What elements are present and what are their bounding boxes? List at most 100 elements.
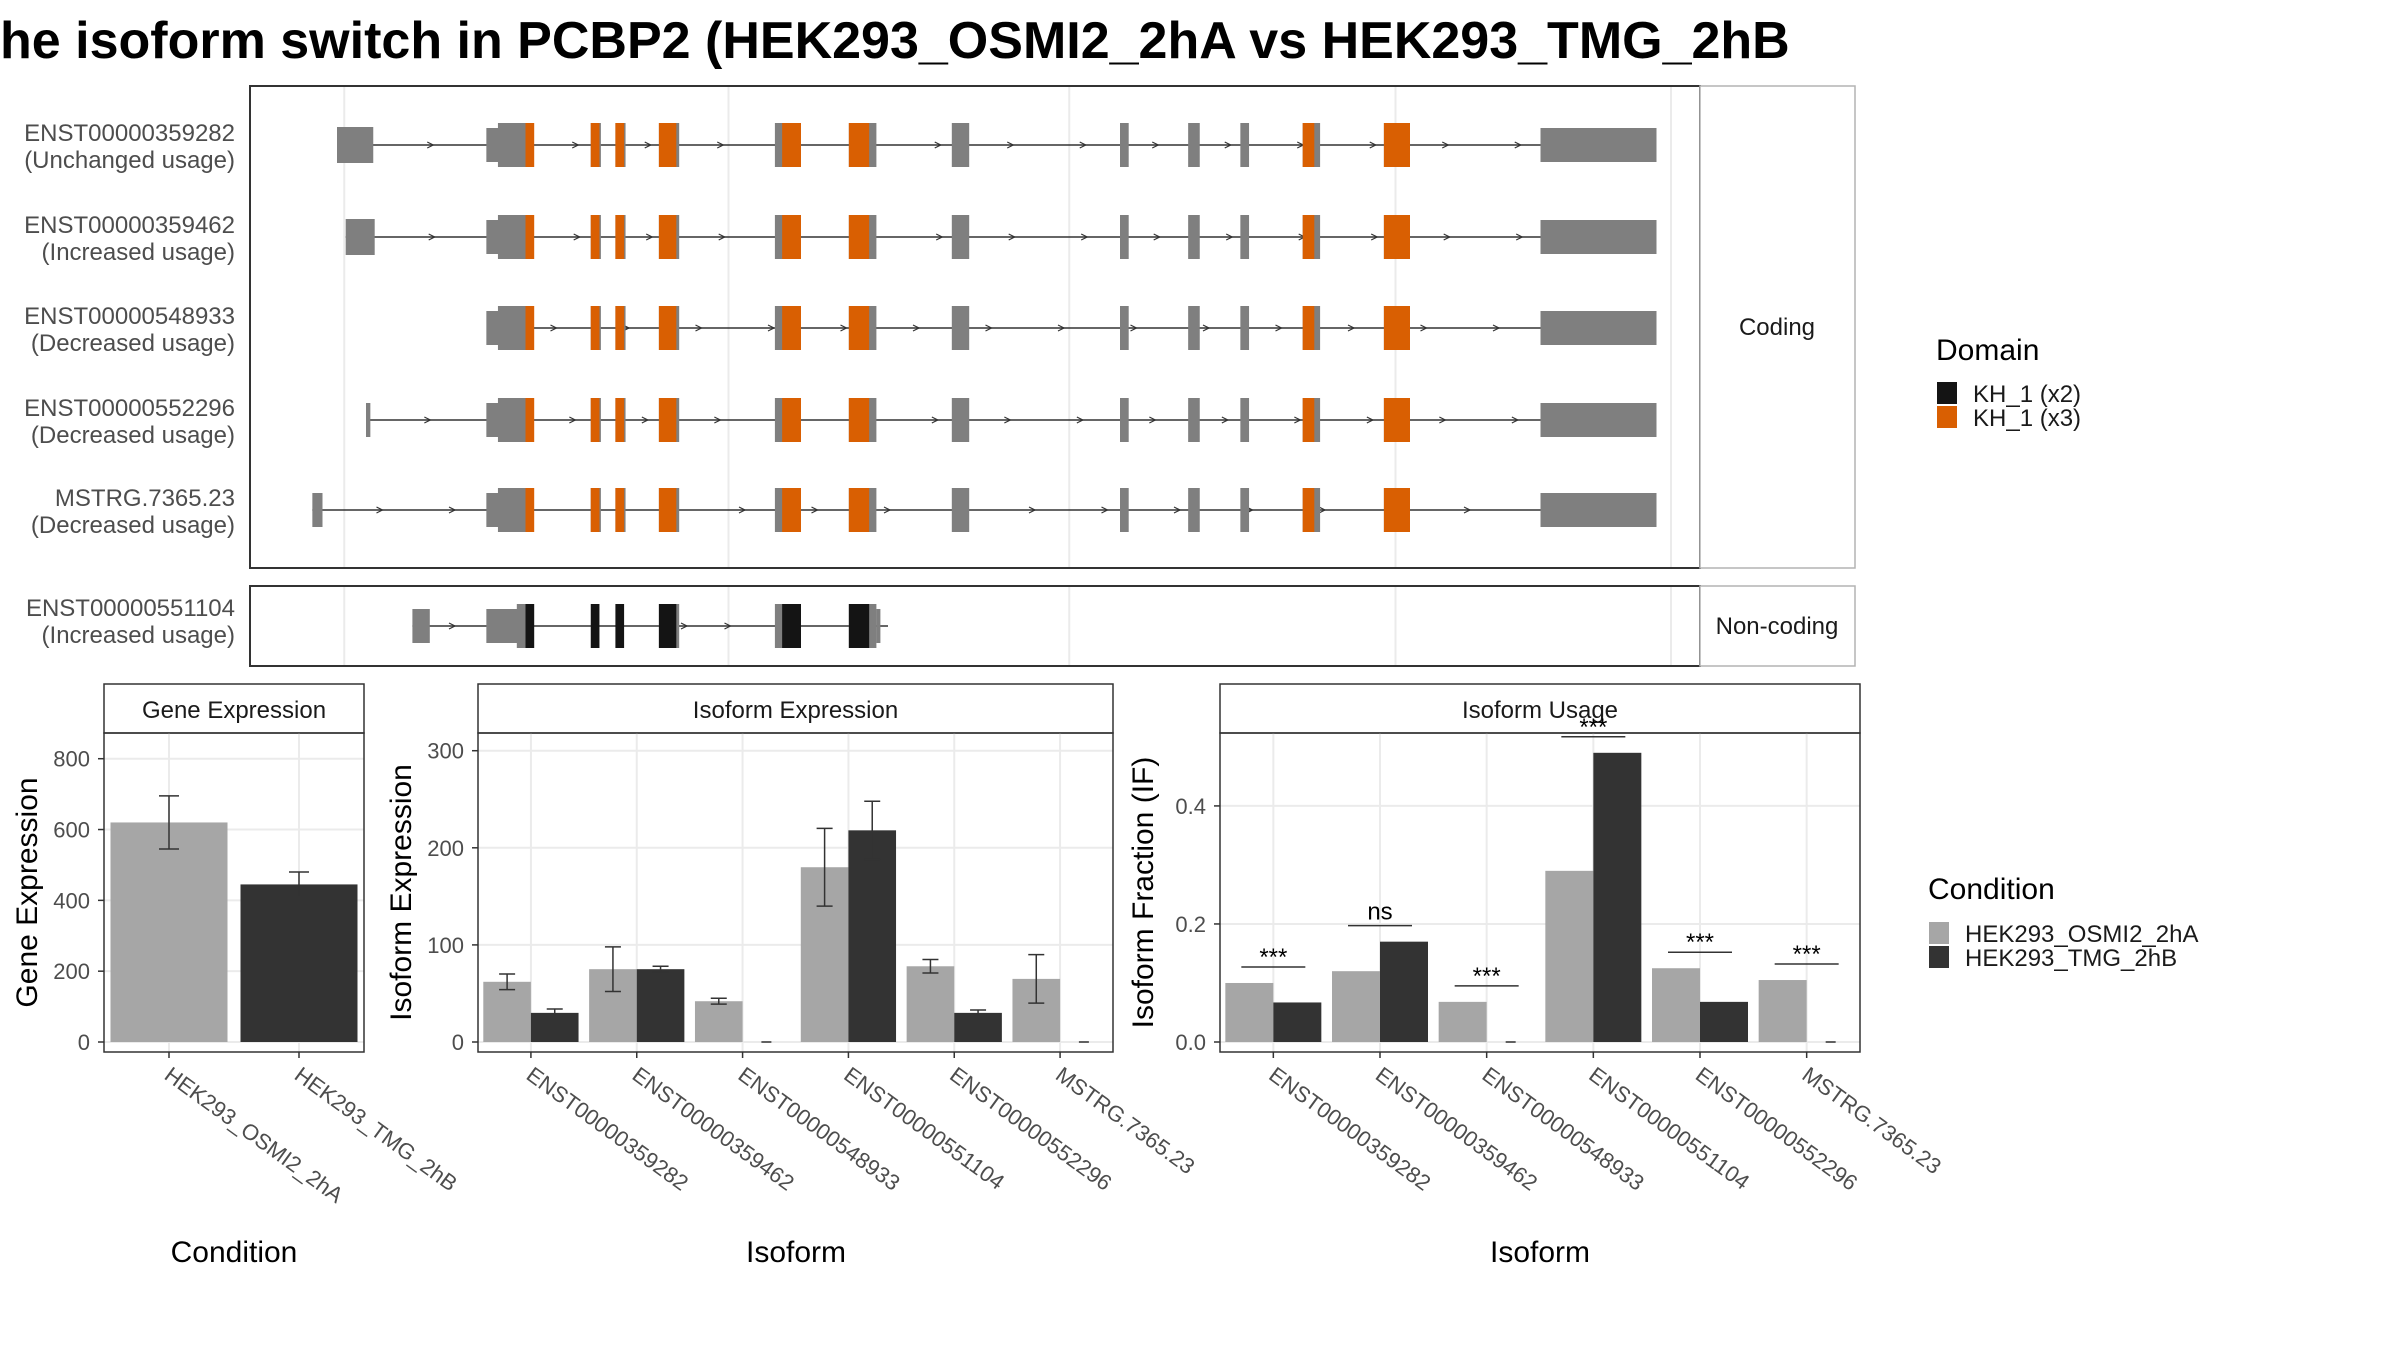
strand-arrow [1224,141,1233,149]
domain-kh1-x3 [1383,306,1410,350]
last-exon [1540,403,1657,437]
strand-arrow [424,416,432,424]
domain-kh1-x3 [615,215,625,259]
domain-kh1-x3 [848,123,870,167]
exon [1188,215,1200,259]
domain-kh1-x3 [525,123,535,167]
strand-arrow [1294,416,1302,424]
domain-kh1-x3 [1383,215,1410,259]
y-tick-label: 0 [78,1030,90,1055]
strand-arrow [985,324,993,332]
legend-label-kh1-x2: KH_1 (x2) [1973,381,2081,408]
domain-kh1-x3 [615,488,625,532]
domain-kh1-x3 [525,488,535,532]
domain-kh1-x3 [782,488,801,532]
transcript-id-label: ENST00000551104 [26,595,235,622]
bar [1380,941,1428,1042]
domain-kh1-x3 [848,488,870,532]
strand-arrow [573,233,582,241]
domain-kh1-x3 [525,306,535,350]
strand-arrow [569,416,577,424]
strand-arrow [840,324,848,332]
legend-key-kh1-x3 [1937,406,1957,428]
last-exon [876,609,881,643]
strand-arrow [571,141,580,149]
last-exon [1540,311,1657,345]
domain-kh1-x3 [525,398,535,442]
strand-arrow [1275,324,1283,332]
strand-arrow [1080,233,1089,241]
bar [530,1012,579,1042]
domain-kh1-x2 [615,604,625,648]
strand-arrow [1006,141,1015,149]
panel-strip-label: Isoform Expression [693,697,898,724]
bar [1545,870,1594,1042]
domain-kh1-x3 [590,398,600,442]
transcript-id-label: ENST00000552296 [24,395,235,422]
domain-kh1-x3 [1302,123,1315,167]
strand-arrow [716,141,725,149]
transcript-status-label: (Increased usage) [42,239,235,266]
transcript-labels: ENST00000359282(Unchanged usage) ENST0000… [24,120,235,649]
coding-strip-label: Coding [1739,314,1815,341]
panel-border [477,732,1114,1053]
strand-arrow [1441,141,1450,149]
transcript-id-label: ENST00000359462 [24,212,235,239]
exon [1188,398,1200,442]
coding-panel-border [249,85,1701,569]
strand-arrow [695,324,703,332]
bar [1700,1001,1748,1042]
strand-arrow [1463,506,1472,514]
domain-kh1-x3 [1383,488,1410,532]
legend-key-tmg [1929,946,1949,968]
domain-kh1-x3 [1302,488,1315,532]
transcript-track [337,123,1657,167]
strand-arrow [641,416,650,424]
exon [1188,488,1200,532]
bar [240,884,358,1042]
bar [906,966,955,1042]
first-exon [345,219,375,255]
domain-kh1-x3 [590,306,600,350]
y-axis-title: Gene Expression [11,777,44,1007]
bar [1438,1001,1487,1042]
strand-arrow [1347,324,1356,332]
strand-arrow [644,141,653,149]
exon [1240,215,1250,259]
strand-arrow [1439,416,1447,424]
strand-arrow [1008,233,1017,241]
last-exon [1540,128,1657,162]
strand-arrow [550,324,558,332]
strand-arrow [1370,233,1379,241]
domain-kh1-x3 [590,488,600,532]
strand-arrow [714,416,722,424]
transcript-status-label: (Unchanged usage) [24,147,235,174]
bar [1332,971,1380,1042]
domain-kh1-x2 [590,604,600,648]
bar [1652,968,1700,1042]
bar [483,981,531,1042]
strand-arrow [738,506,747,514]
exon [1120,488,1129,532]
domain-kh1-x3 [782,398,801,442]
domain-kh1-x3 [590,123,600,167]
bar [954,1012,1002,1042]
transcript-track [486,306,1657,350]
y-tick-label: 0 [452,1030,464,1055]
strand-arrow [1076,416,1085,424]
strand-arrow [448,506,457,514]
domain-kh1-x3 [1383,123,1410,167]
y-tick-label: 200 [53,959,90,984]
y-tick-label: 300 [427,739,464,764]
noncoding-strip-label: Non-coding [1716,613,1839,640]
strand-arrow [935,233,944,241]
legend-label-tmg: HEK293_TMG_2hB [1965,945,2177,972]
strand-arrow [1151,141,1160,149]
significance-label: *** [1686,929,1714,956]
condition-legend: Condition HEK293_OSMI2_2hA HEK293_TMG_2h… [1928,873,2198,972]
isoform-usage-panel: Isoform Usage0.00.20.4***ENST00000359282… [1127,683,1946,1269]
strand-arrow [1511,416,1520,424]
structure-grid [343,87,1672,665]
transcript-status-label: (Decreased usage) [31,330,235,357]
